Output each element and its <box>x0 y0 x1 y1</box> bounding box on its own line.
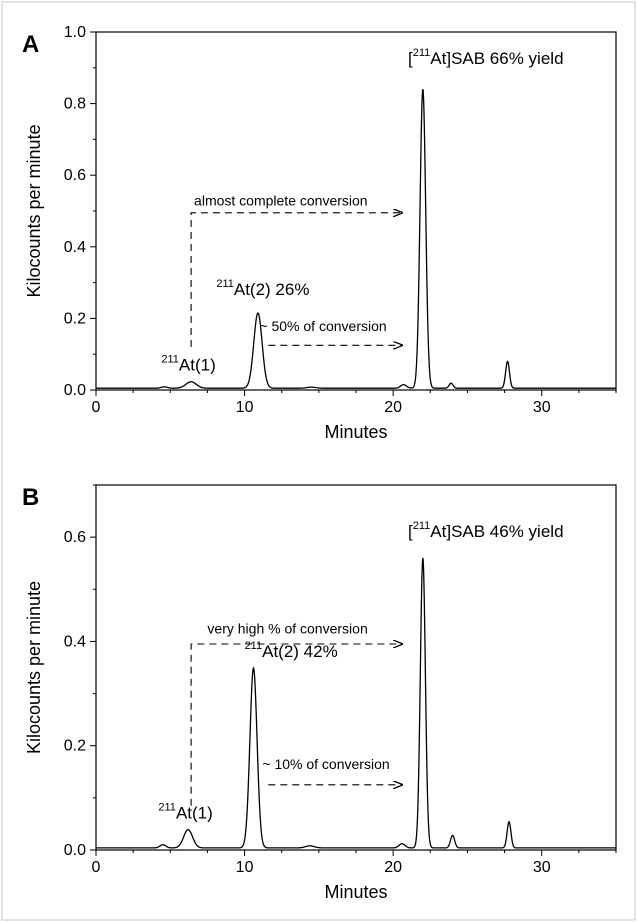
panel-b-chromatogram-trace <box>96 557 616 849</box>
x-tick-label: 10 <box>236 399 254 416</box>
x-tick-label: 20 <box>384 399 402 416</box>
panel-a-plot-frame <box>95 31 617 391</box>
x-tick-label: 30 <box>533 859 551 876</box>
y-tick-label: 0.0 <box>64 382 86 399</box>
panel-b-conversion-arrow <box>190 644 402 806</box>
panel-a-letter: A <box>22 31 39 58</box>
panel-b-annotation: very high % of conversion <box>207 621 367 637</box>
panel-a-x-axis-title: Minutes <box>324 422 387 442</box>
panel-b-letter: B <box>22 484 39 511</box>
y-tick-label: 0.0 <box>64 842 86 859</box>
x-tick-label: 0 <box>92 859 101 876</box>
panel-b-annotation: 211At(2) 42% <box>245 640 338 661</box>
panel-a-y-axis-title: Kilocounts per minute <box>24 124 44 297</box>
panel-a-annotation: 211At(1) <box>161 353 215 374</box>
panel-b-y-axis-title: Kilocounts per minute <box>24 581 44 754</box>
panel-a: A 0 10 20 30 0.0 0.2 0.4 0.6 0.8 1.0 Minutes Kilocou… <box>22 24 617 442</box>
panel-a-chromatogram-trace <box>96 89 616 389</box>
y-tick-label: 0.2 <box>64 310 86 327</box>
panel-b-annotation: ~ 10% of conversion <box>262 756 389 772</box>
x-tick-label: 0 <box>92 399 101 416</box>
panel-a-annotation: ~ 50% of conversion <box>259 318 386 334</box>
panel-b-x-axis-title: Minutes <box>324 882 387 902</box>
panel-b-annotation: [211At]SAB 46% yield <box>408 520 564 541</box>
y-tick-label: 0.6 <box>64 529 86 546</box>
y-tick-label: 0.2 <box>64 738 86 755</box>
y-tick-label: 0.4 <box>64 239 86 256</box>
y-tick-label: 0.4 <box>64 633 86 650</box>
x-tick-label: 30 <box>533 399 551 416</box>
y-tick-label: 1.0 <box>64 24 86 41</box>
x-tick-label: 20 <box>384 859 402 876</box>
panel-a-conversion-arrow <box>190 213 402 347</box>
y-tick-label: 0.8 <box>64 96 86 113</box>
y-tick-label: 0.6 <box>64 167 86 184</box>
panel-a-annotation: [211At]SAB 66% yield <box>408 47 564 68</box>
panel-a-annotation: 211At(2) 26% <box>216 278 309 299</box>
panel-b: B 0 10 20 30 0.0 0.2 0.4 0.6 Minutes Kilocounts pe… <box>22 484 617 902</box>
panel-b-annotation: 211At(1) <box>158 802 212 823</box>
x-tick-label: 10 <box>236 859 254 876</box>
panel-a-annotation: almost complete conversion <box>194 193 368 209</box>
